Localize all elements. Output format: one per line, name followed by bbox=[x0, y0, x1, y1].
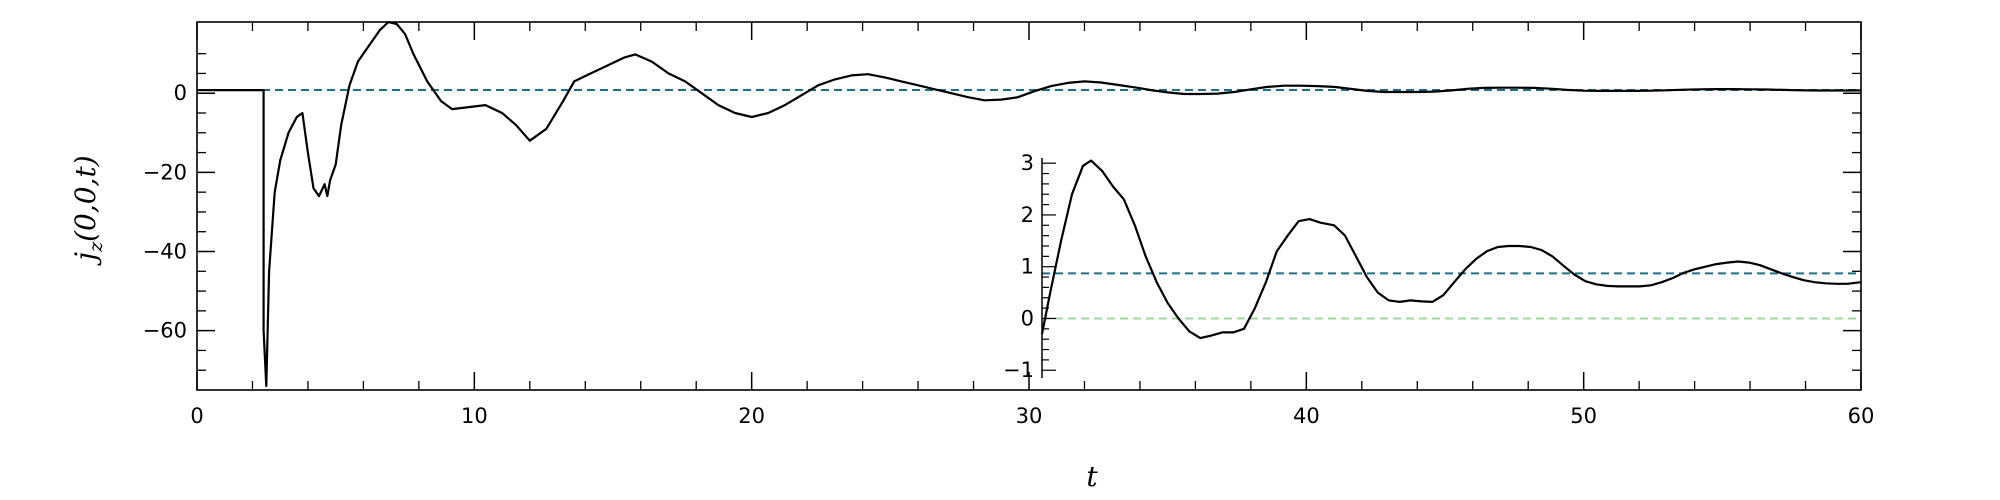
y-axis-title-args: (0,0,t) bbox=[69, 155, 102, 242]
y-axis-title: jz(0,0,t) bbox=[69, 155, 107, 266]
main-series-line bbox=[197, 20, 1862, 388]
x-tick-label: 40 bbox=[1293, 404, 1320, 428]
x-tick-label: 60 bbox=[1848, 404, 1875, 428]
y-tick-label: −20 bbox=[143, 160, 187, 184]
inset-y-tick-label: 3 bbox=[1021, 151, 1034, 175]
inset-chart: −1 0 1 2 3 bbox=[1003, 151, 1862, 382]
inset-y-tick-label: 2 bbox=[1021, 203, 1034, 227]
y-tick-label: 0 bbox=[174, 81, 187, 105]
inset-series-line bbox=[1040, 159, 1862, 340]
x-tick-label: 0 bbox=[190, 404, 203, 428]
y-tick-label: −60 bbox=[143, 319, 187, 343]
y-tick-label: −40 bbox=[143, 240, 187, 264]
x-tick-label: 20 bbox=[738, 404, 765, 428]
main-plot-frame bbox=[196, 21, 1862, 391]
inset-y-tick-label: 1 bbox=[1021, 255, 1034, 279]
x-axis-title: t bbox=[1086, 460, 1098, 493]
y-axis-title-subscript: z bbox=[85, 241, 107, 253]
x-tick-label: 30 bbox=[1016, 404, 1043, 428]
inset-y-tick-label: −1 bbox=[1003, 358, 1034, 382]
x-tick-label: 10 bbox=[461, 404, 488, 428]
inset-y-tick-label: 0 bbox=[1021, 306, 1034, 330]
axis-titles: t jz(0,0,t) bbox=[69, 155, 1098, 493]
x-tick-label: 50 bbox=[1570, 404, 1597, 428]
main-chart: 0 10 20 30 40 50 60−60−40−200 bbox=[143, 20, 1875, 428]
